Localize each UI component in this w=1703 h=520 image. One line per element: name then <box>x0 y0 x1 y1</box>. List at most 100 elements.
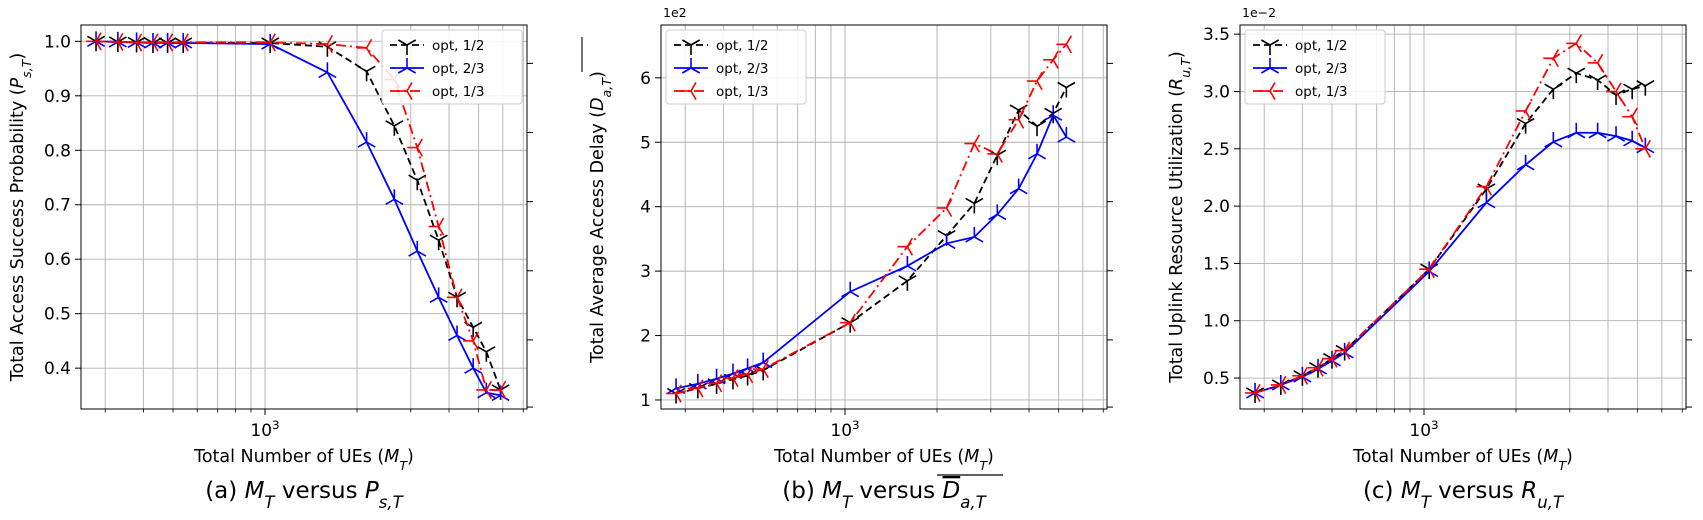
data-point <box>1566 34 1582 53</box>
data-point <box>397 39 417 55</box>
legend-label: opt, 1/2 <box>716 38 768 54</box>
data-point <box>965 226 984 243</box>
data-point <box>1308 358 1324 377</box>
legend-box <box>665 29 807 105</box>
data-point <box>1606 126 1626 142</box>
x-tick-label: 103 <box>1409 418 1438 441</box>
data-point <box>260 33 276 52</box>
data-point <box>1588 122 1607 139</box>
legend-label: opt, 1/3 <box>716 84 768 100</box>
subplot-caption: (a) MT versus Ps,T <box>205 478 404 512</box>
data-point <box>142 33 159 52</box>
x-axis-label: Total Number of UEs (MT) <box>1352 447 1573 473</box>
y-tick-label: 5 <box>640 133 651 153</box>
x-axis: 103 <box>684 409 1104 441</box>
data-point <box>126 33 143 52</box>
y-tick-label: 1.5 <box>1203 254 1230 274</box>
grid <box>1240 25 1686 409</box>
series-group <box>86 31 510 402</box>
data-point <box>1260 39 1280 55</box>
y-offset-label: 1e−2 <box>1242 5 1276 20</box>
data-point <box>357 132 376 148</box>
data-point <box>1588 74 1607 91</box>
x-axis: 103 <box>1263 409 1683 441</box>
data-point <box>86 32 102 51</box>
legend-label: opt, 2/3 <box>432 61 484 77</box>
data-point <box>666 387 686 404</box>
y-axis: 0.5 1.0 1.5 2.0 2.5 3.0 3.5 1e−2 <box>1203 5 1692 408</box>
y-tick-label: 3.5 <box>1203 25 1230 45</box>
data-point <box>1516 117 1535 134</box>
data-point <box>1543 49 1560 68</box>
legend: opt, 1/2 opt, 2/3 opt, 1/3 <box>665 29 807 105</box>
data-point <box>737 365 754 384</box>
legend: opt, 1/2 opt, 2/3 opt, 1/3 <box>381 29 523 105</box>
y-tick-label: 0.5 <box>1203 369 1230 389</box>
series-line <box>1254 131 1646 394</box>
y-offset-label: 1e2 <box>663 5 687 20</box>
data-point <box>681 58 701 74</box>
data-point <box>1477 192 1496 209</box>
y-tick-label: 3.0 <box>1203 82 1230 102</box>
data-point <box>897 237 914 256</box>
data-point <box>1515 101 1532 121</box>
y-tick-label: 4 <box>640 198 651 218</box>
series-group <box>666 35 1076 404</box>
data-point <box>936 198 953 218</box>
data-point <box>841 281 860 298</box>
data-point <box>1623 130 1642 147</box>
data-point <box>681 81 697 101</box>
y-axis-label: Total Uplink Resource Utilization (Ru,T) <box>1167 51 1193 383</box>
y-tick-label: 0.8 <box>44 141 71 161</box>
y-tick-label: 1.0 <box>44 32 71 52</box>
y-tick-label: 6 <box>640 69 651 89</box>
data-point <box>1270 375 1287 394</box>
data-point <box>681 39 701 55</box>
data-point <box>687 379 704 398</box>
data-point <box>1027 120 1047 137</box>
data-point <box>1260 81 1276 101</box>
data-point <box>397 81 413 101</box>
data-point <box>447 325 467 342</box>
data-point <box>397 58 417 74</box>
plot-frame <box>80 24 528 410</box>
data-point <box>1334 341 1351 360</box>
y-tick-label: 0.9 <box>44 87 71 107</box>
plot-frame <box>1239 24 1687 410</box>
data-point <box>666 384 682 403</box>
chart-access-success-probability: 103 0.4 0.5 0.6 0.7 0.8 0.9 1.0 Total Number of … <box>8 24 533 512</box>
data-point <box>428 217 445 236</box>
chart-average-access-delay: 103 1 2 3 4 5 6 1e2 Total Number of UEs (MT) Tota… <box>581 5 1113 512</box>
data-point <box>1245 382 1265 399</box>
data-point <box>447 288 463 307</box>
data-point <box>840 313 856 332</box>
plot-frame <box>660 24 1108 410</box>
data-point <box>1587 53 1604 72</box>
x-tick-label: 103 <box>830 418 859 441</box>
data-point <box>1516 154 1535 171</box>
data-point <box>317 35 334 54</box>
data-point <box>964 134 981 153</box>
data-point <box>173 33 189 52</box>
data-point <box>1635 139 1652 158</box>
y-tick-label: 2.5 <box>1203 140 1230 160</box>
data-point <box>841 316 860 333</box>
grid <box>661 25 1107 409</box>
series-line <box>1254 42 1647 394</box>
data-point <box>1245 383 1261 403</box>
y-tick-label: 2.0 <box>1203 197 1230 217</box>
data-point <box>1056 35 1073 54</box>
data-point <box>1027 71 1043 91</box>
data-point <box>408 241 427 257</box>
y-tick-label: 0.4 <box>44 359 71 379</box>
data-point <box>1476 177 1493 196</box>
data-point <box>988 204 1007 221</box>
data-point <box>477 346 496 362</box>
data-point <box>1009 178 1028 195</box>
legend-label: opt, 1/2 <box>432 38 484 54</box>
y-tick-label: 2 <box>640 327 651 347</box>
legend-box <box>381 29 523 105</box>
data-point <box>898 275 917 291</box>
data-point <box>157 33 174 52</box>
